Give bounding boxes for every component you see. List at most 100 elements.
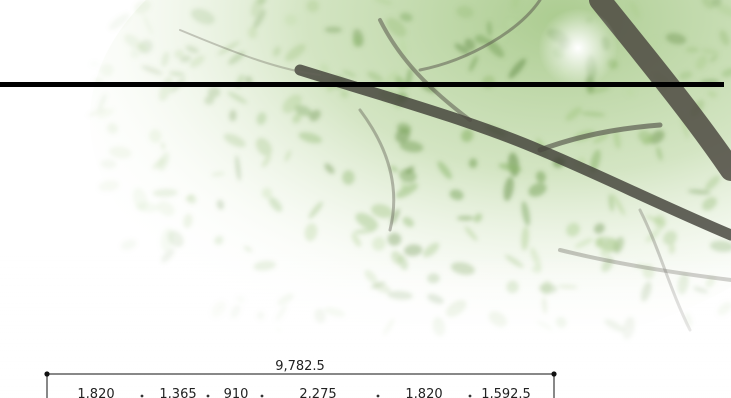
leaf-cluster xyxy=(106,122,119,134)
leaf-cluster xyxy=(123,34,142,49)
leaf-cluster xyxy=(701,48,719,55)
leaf-cluster xyxy=(308,201,323,219)
leaf-cluster xyxy=(511,0,520,10)
leaf-cluster xyxy=(474,34,488,44)
leaf-cluster xyxy=(685,46,699,53)
leaf-cluster xyxy=(168,71,186,77)
leaf-cluster xyxy=(387,232,402,246)
leaf-cluster xyxy=(87,108,108,117)
leaf-cluster xyxy=(161,51,170,67)
leaf-cluster xyxy=(486,20,492,37)
leaf-cluster xyxy=(214,235,224,245)
leaf-cluster xyxy=(521,201,531,226)
leaf-cluster xyxy=(719,30,730,46)
leaf-cluster xyxy=(594,237,604,248)
leaf-cluster xyxy=(565,106,582,121)
segment-dimension-label: 2,275 xyxy=(299,387,336,398)
leaf-cluster xyxy=(468,158,478,169)
leaf-cluster xyxy=(396,122,412,134)
leaf-cluster xyxy=(157,200,175,217)
leaf-cluster xyxy=(130,48,141,59)
leaf-cluster xyxy=(253,9,266,29)
leaf-cluster xyxy=(386,17,407,37)
leaf-cluster xyxy=(456,215,474,221)
leaf-cluster xyxy=(229,109,237,122)
leaf-cluster xyxy=(663,230,677,246)
leaf-cluster xyxy=(185,45,199,54)
segment-dimension-label: 1,820 xyxy=(77,387,114,398)
leaf-cluster xyxy=(613,129,621,149)
leaf-cluster xyxy=(179,55,192,63)
leaf-cluster xyxy=(721,67,731,78)
leaf-cluster xyxy=(306,0,320,13)
leaf-cluster xyxy=(626,88,635,96)
leaf-cluster xyxy=(642,135,654,146)
leaf-cluster xyxy=(189,55,205,68)
leaf-cluster xyxy=(395,183,419,199)
segment-separator-dot xyxy=(260,394,264,398)
leaf-cluster xyxy=(372,236,386,251)
leaf-cluster xyxy=(508,58,527,79)
total-dimension-label: 9,782.5 xyxy=(275,359,325,374)
leaf-cluster xyxy=(402,216,414,228)
leaf-cluster xyxy=(503,176,514,202)
leaf-cluster xyxy=(257,0,268,4)
leaf-cluster xyxy=(342,170,355,185)
dimension-annotation: 9,782.5 1,820 1,365 910 2,275 1,820 1,592.5 xyxy=(44,359,557,398)
segment-dimension-label: 1,820 xyxy=(405,387,442,398)
leaf-cluster xyxy=(227,91,248,104)
leaf-cluster xyxy=(456,5,474,19)
leaf-cluster xyxy=(389,165,399,173)
leaf-cluster xyxy=(235,155,241,181)
leaf-cluster xyxy=(612,193,626,216)
leaf-cluster xyxy=(702,197,717,211)
segment-labels: 1,820 1,365 910 2,275 1,820 1,592.5 xyxy=(77,387,530,398)
leaf-cluster xyxy=(665,33,687,45)
leaf-cluster xyxy=(108,13,130,30)
leaf-cluster xyxy=(629,1,640,18)
leaf-cluster xyxy=(135,202,159,213)
segment-separator-dot xyxy=(468,394,472,398)
leaf-cluster xyxy=(390,208,400,225)
leaf-cluster xyxy=(160,227,174,252)
segment-dimension-label: 910 xyxy=(224,387,249,398)
leaf-cluster xyxy=(586,86,611,94)
leaf-cluster xyxy=(469,55,478,72)
leaf-cluster xyxy=(298,132,322,144)
leaf-cluster xyxy=(211,171,225,177)
leaf-cluster xyxy=(324,163,335,174)
leaf-cluster xyxy=(183,213,193,229)
leaf-cluster xyxy=(574,237,594,249)
leaf-cluster xyxy=(100,159,117,169)
leaf-cluster xyxy=(707,91,718,98)
leaf-cluster xyxy=(656,146,663,161)
leaf-cluster xyxy=(437,161,452,180)
leaf-cluster xyxy=(204,95,215,105)
leaf-cluster xyxy=(521,226,529,251)
leaf-cluster xyxy=(464,226,478,241)
leaf-cluster xyxy=(454,43,470,55)
leaf-cluster xyxy=(228,51,245,65)
leaf-cluster xyxy=(309,109,321,122)
leaf-cluster xyxy=(97,108,115,119)
leaf-cluster xyxy=(174,49,185,59)
leaf-cluster xyxy=(645,228,661,243)
segment-dimension-label: 1,592.5 xyxy=(481,387,531,398)
leaf-cluster xyxy=(98,93,107,111)
leaf-cluster xyxy=(292,112,302,124)
segment-separator-dot xyxy=(376,394,380,398)
leaf-cluster xyxy=(679,71,693,80)
leaf-cluster xyxy=(580,111,606,117)
leaf-cluster xyxy=(304,223,318,242)
leaf-cluster xyxy=(340,89,349,98)
leaf-cluster xyxy=(715,3,731,17)
horizontal-rule-line xyxy=(0,82,724,87)
leaf-cluster xyxy=(399,12,413,22)
leaf-cluster xyxy=(141,65,163,75)
leaf-cluster xyxy=(464,38,476,51)
leaf-cluster xyxy=(709,55,719,63)
leaf-cluster xyxy=(152,188,178,198)
leaf-cluster xyxy=(142,13,154,36)
leaf-cluster xyxy=(649,38,659,47)
